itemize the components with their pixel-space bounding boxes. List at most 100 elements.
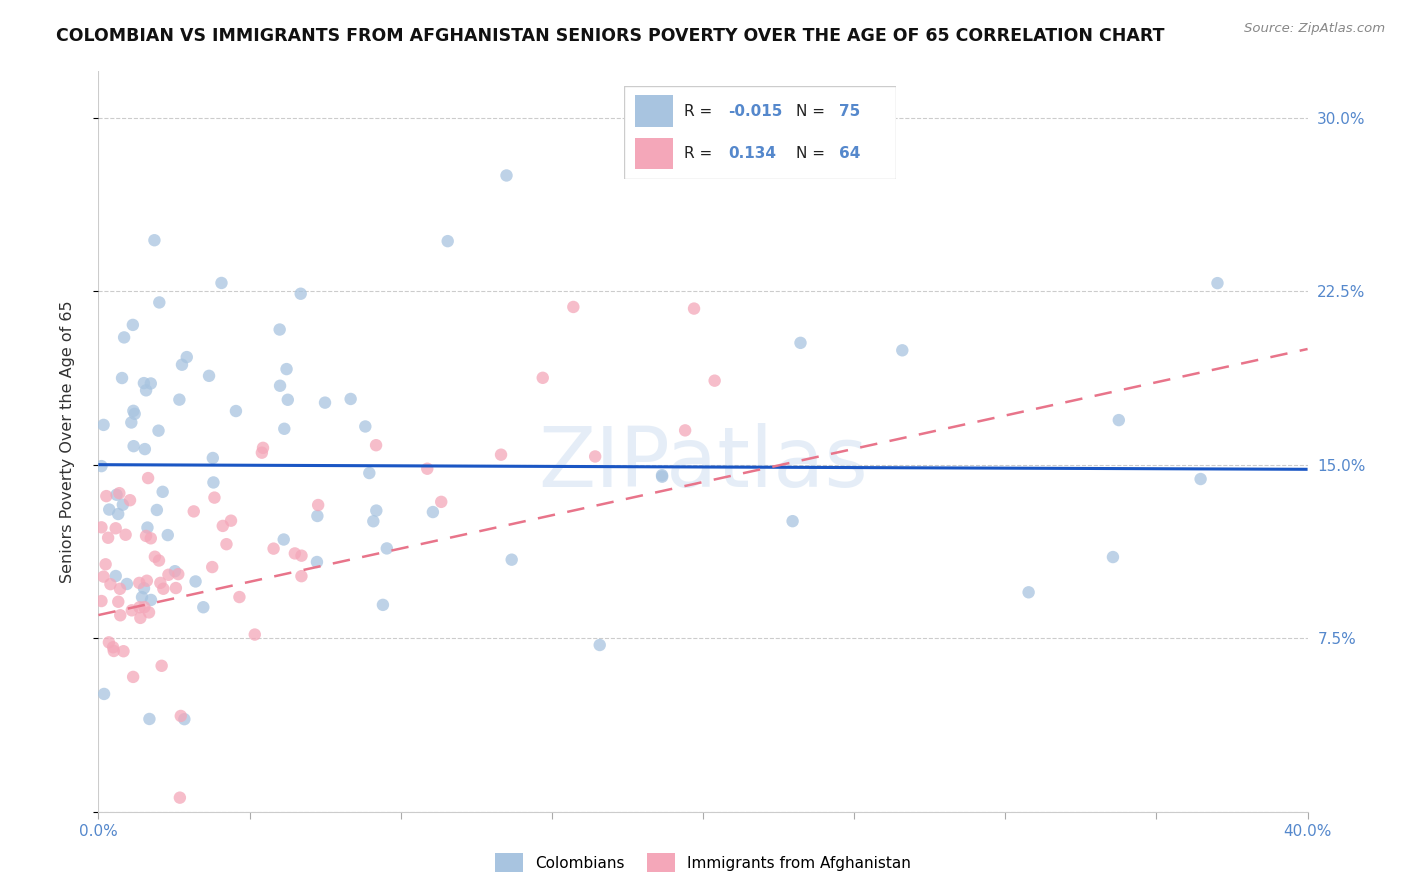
Point <box>219 514 242 528</box>
Point <box>273 422 295 436</box>
Point <box>651 468 673 483</box>
Point <box>782 514 804 528</box>
Point <box>277 392 299 407</box>
Point <box>94 558 117 572</box>
Point <box>243 627 266 641</box>
Point <box>96 489 118 503</box>
Point <box>290 549 312 563</box>
Point <box>1206 276 1229 290</box>
Point <box>139 531 162 545</box>
Point <box>163 564 186 578</box>
Point <box>169 392 191 407</box>
Point <box>90 520 112 534</box>
Point <box>143 233 166 247</box>
Point <box>273 533 295 547</box>
Point <box>93 417 115 432</box>
Point <box>105 488 128 502</box>
Point <box>204 491 226 505</box>
Point <box>201 560 224 574</box>
Point <box>124 407 146 421</box>
Point <box>104 569 127 583</box>
Point <box>97 531 120 545</box>
Point <box>138 606 160 620</box>
Point <box>422 505 444 519</box>
Legend: Colombians, Immigrants from Afghanistan: Colombians, Immigrants from Afghanistan <box>489 847 917 878</box>
Point <box>305 555 328 569</box>
Point <box>589 638 612 652</box>
Point <box>703 374 725 388</box>
Point <box>165 581 187 595</box>
Point <box>122 404 145 418</box>
Point <box>132 376 155 390</box>
Point <box>198 368 221 383</box>
Point <box>170 358 193 372</box>
Point <box>134 600 156 615</box>
Point <box>252 441 274 455</box>
Point <box>108 486 131 500</box>
Point <box>228 590 250 604</box>
Point <box>104 521 127 535</box>
Point <box>135 529 157 543</box>
Point <box>156 528 179 542</box>
Y-axis label: Seniors Poverty Over the Age of 65: Seniors Poverty Over the Age of 65 <box>60 301 75 582</box>
Point <box>148 424 170 438</box>
Point <box>531 371 554 385</box>
Point <box>90 459 112 474</box>
Point <box>1108 413 1130 427</box>
Point <box>98 502 121 516</box>
Point <box>122 439 145 453</box>
Point <box>173 712 195 726</box>
Point <box>193 600 215 615</box>
Point <box>225 404 247 418</box>
Point <box>90 594 112 608</box>
Point <box>152 484 174 499</box>
Point <box>269 378 291 392</box>
Point <box>489 448 512 462</box>
Point <box>366 503 388 517</box>
Point <box>121 603 143 617</box>
Point <box>149 575 172 590</box>
Point <box>430 495 453 509</box>
Point <box>135 384 157 398</box>
Point <box>211 519 233 533</box>
Point <box>1189 472 1212 486</box>
Point <box>201 450 224 465</box>
Point <box>110 608 132 623</box>
Point <box>143 549 166 564</box>
Point <box>129 611 152 625</box>
Point <box>436 234 458 248</box>
Point <box>651 469 673 483</box>
Point <box>184 574 207 589</box>
Point <box>112 644 135 658</box>
Point <box>103 644 125 658</box>
Point <box>290 286 312 301</box>
Point <box>118 493 141 508</box>
Point <box>250 446 273 460</box>
Point <box>284 546 307 560</box>
Point <box>148 553 170 567</box>
Point <box>135 574 157 588</box>
Text: COLOMBIAN VS IMMIGRANTS FROM AFGHANISTAN SENIORS POVERTY OVER THE AGE OF 65 CORR: COLOMBIAN VS IMMIGRANTS FROM AFGHANISTAN… <box>56 27 1164 45</box>
Point <box>364 438 387 452</box>
Point <box>107 595 129 609</box>
Point <box>134 442 156 456</box>
Point <box>139 376 162 391</box>
Point <box>131 590 153 604</box>
Point <box>789 335 811 350</box>
Point <box>128 575 150 590</box>
Point <box>115 577 138 591</box>
Point <box>136 471 159 485</box>
Point <box>354 419 377 434</box>
Point <box>416 461 439 475</box>
Point <box>169 790 191 805</box>
Point <box>263 541 285 556</box>
Point <box>375 541 398 556</box>
Point <box>891 343 914 358</box>
Point <box>128 600 150 615</box>
Point <box>114 527 136 541</box>
Point <box>183 504 205 518</box>
Point <box>314 395 336 409</box>
Point <box>148 295 170 310</box>
Point <box>170 709 193 723</box>
Point <box>202 475 225 490</box>
